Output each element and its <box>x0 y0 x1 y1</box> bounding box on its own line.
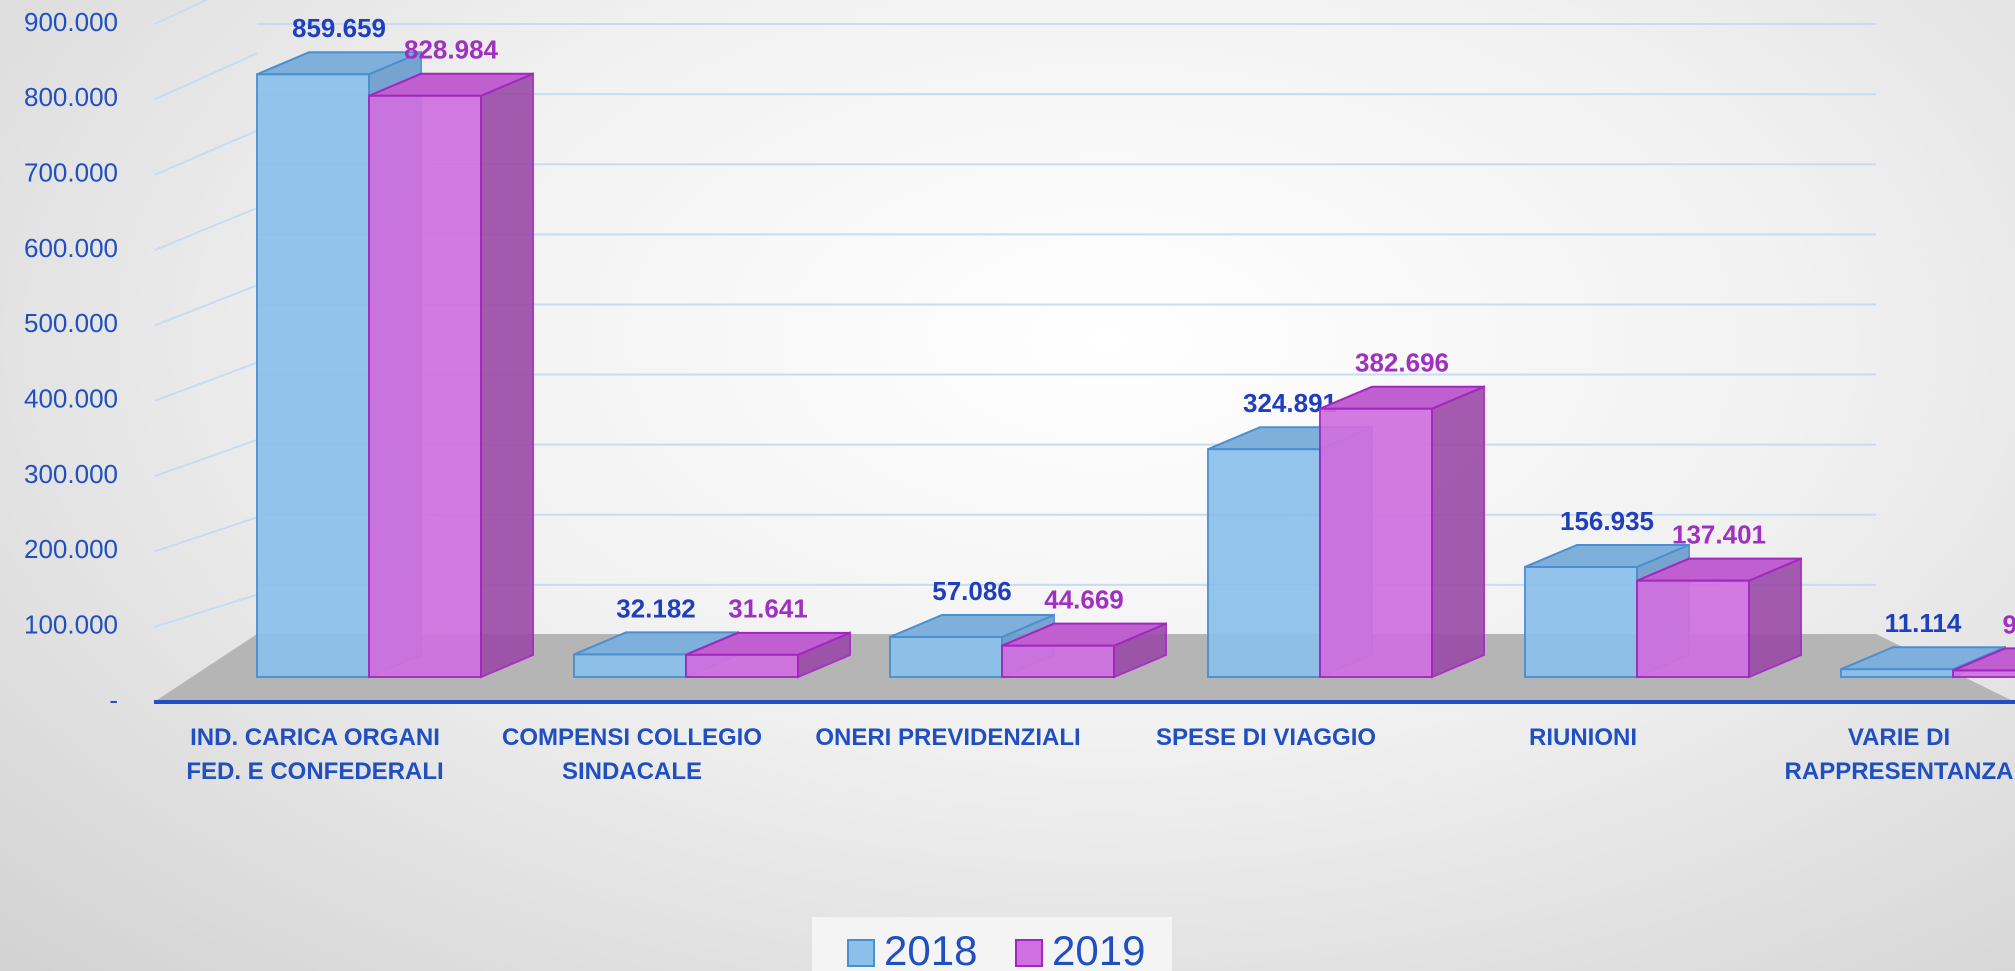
bar-front <box>685 653 799 679</box>
x-tick-label: VARIE DI RAPPRESENTANZA <box>1784 724 2014 785</box>
value-label: 32.182 <box>616 593 696 623</box>
bar-top <box>1952 647 2015 672</box>
bar <box>368 72 534 679</box>
bar-front <box>1319 407 1433 678</box>
y-tick-label: 300.000 <box>24 459 118 489</box>
x-tick-label: SPESE DI VIAGGIO <box>1155 724 1377 751</box>
grid-line <box>154 439 258 477</box>
bar-front <box>256 73 370 679</box>
y-tick-label: 700.000 <box>24 158 118 188</box>
grid-line <box>154 593 258 628</box>
value-label: 44.669 <box>1044 585 1124 615</box>
x-tick-label: IND. CARICA ORGANI FED. E CONFEDERALI <box>186 724 444 785</box>
x-tick-label: COMPENSI COLLEGIO SINDACALE <box>501 724 762 785</box>
grid-line <box>154 284 258 327</box>
grid-line <box>154 516 258 553</box>
y-tick-label: 600.000 <box>24 233 118 263</box>
value-label: 11.114 <box>1885 608 1962 638</box>
bar-front <box>368 94 482 679</box>
value-label: 828.984 <box>404 35 499 65</box>
bar-front <box>1001 644 1115 678</box>
y-tick-label: 100.000 <box>24 610 118 640</box>
x-tick-label: ONERI PREVIDENZIALI <box>815 724 1081 751</box>
bar-front <box>1207 448 1321 678</box>
bar-front <box>1952 669 2015 679</box>
bar <box>685 631 851 679</box>
legend-label: 2018 <box>884 927 977 971</box>
legend-swatch <box>1015 939 1043 967</box>
y-tick-label: 200.000 <box>24 534 118 564</box>
value-label: 57.086 <box>932 576 1012 606</box>
grid-line <box>154 361 258 402</box>
bar <box>1636 557 1802 679</box>
y-tick-label: 400.000 <box>24 384 118 414</box>
value-label: 31.641 <box>728 594 808 624</box>
y-tick-label: 500.000 <box>24 308 118 338</box>
bar-front <box>573 653 687 678</box>
bar-front <box>889 635 1003 679</box>
bar-front <box>1840 668 1954 678</box>
value-label: 137.401 <box>1672 520 1766 550</box>
bar-side <box>480 72 534 679</box>
legend-label: 2019 <box>1052 927 1145 971</box>
value-label: 859.659 <box>292 13 386 43</box>
legend-swatch <box>847 939 875 967</box>
bar-front <box>1636 579 1750 678</box>
bar <box>1001 622 1167 679</box>
grid-line <box>154 129 258 176</box>
x-tick-label: RIUNIONI <box>1529 724 1637 751</box>
grid-line <box>154 0 209 25</box>
value-label: 382.696 <box>1355 348 1449 378</box>
value-label: 9.384 <box>2002 609 2015 639</box>
y-tick-label: - <box>109 685 118 715</box>
y-tick-label: 900.000 <box>24 7 118 37</box>
grid-line <box>154 52 258 101</box>
grid-line <box>154 207 258 251</box>
y-tick-label: 800.000 <box>24 82 118 112</box>
bar-front <box>1524 565 1638 678</box>
bar <box>1952 647 2015 679</box>
bar-side <box>1431 385 1485 679</box>
value-label: 156.935 <box>1560 506 1654 536</box>
bar <box>1319 385 1485 679</box>
